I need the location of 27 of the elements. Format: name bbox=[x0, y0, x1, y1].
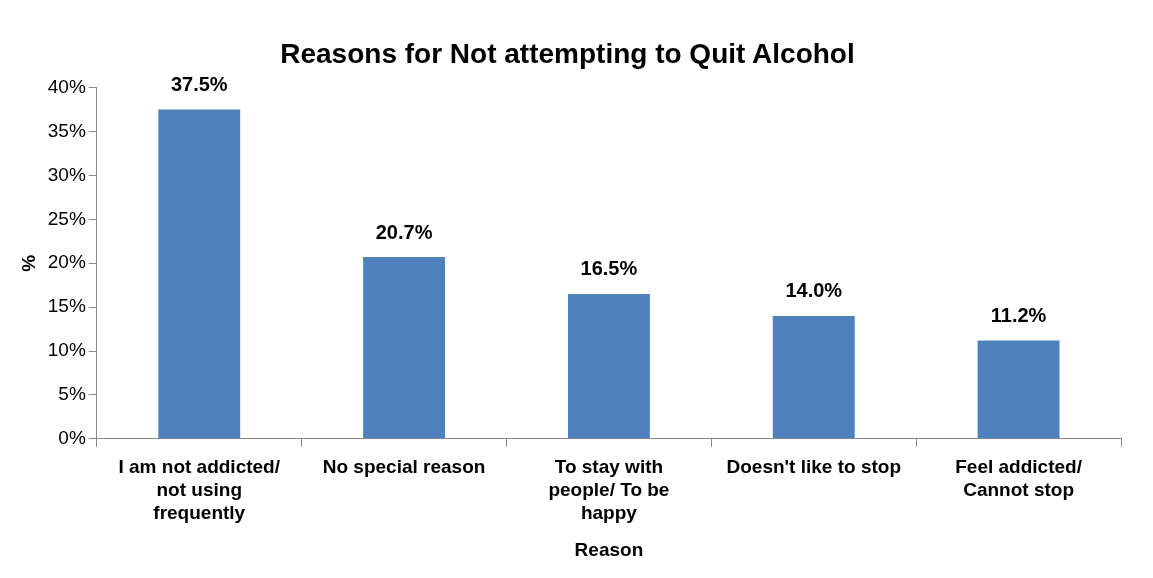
bar bbox=[363, 257, 446, 439]
y-tick-label: 5% bbox=[58, 383, 86, 405]
data-label: 14.0% bbox=[785, 279, 843, 302]
data-label: 20.7% bbox=[375, 220, 433, 243]
bar bbox=[772, 315, 855, 439]
y-tick-label: 10% bbox=[47, 339, 86, 361]
bar bbox=[158, 109, 241, 439]
x-tick-label: I am not addicted/ not using frequently bbox=[118, 456, 281, 524]
y-tick-label: 0% bbox=[58, 427, 86, 449]
y-tick-label: 25% bbox=[47, 207, 86, 229]
bar bbox=[977, 340, 1060, 439]
data-label: 11.2% bbox=[990, 303, 1047, 326]
y-tick-label: 15% bbox=[47, 295, 86, 317]
chart-title: Reasons for Not attempting to Quit Alcohol bbox=[280, 37, 855, 69]
y-tick-label: 20% bbox=[47, 251, 86, 273]
y-tick-label: 35% bbox=[47, 119, 86, 141]
y-tick-label: 30% bbox=[47, 163, 86, 185]
data-label: 16.5% bbox=[580, 257, 638, 280]
x-tick-label: To stay with people/ To be happy bbox=[548, 456, 670, 524]
data-label: 37.5% bbox=[170, 73, 228, 96]
y-axis-title: % bbox=[17, 254, 39, 272]
y-tick-label: 40% bbox=[47, 75, 86, 97]
x-axis-title: Reason bbox=[574, 538, 644, 560]
x-tick-label: Doesn't like to stop bbox=[726, 456, 901, 478]
x-tick-label: No special reason bbox=[322, 456, 486, 478]
bar bbox=[567, 293, 650, 439]
x-tick-label: Feel addicted/ Cannot stop bbox=[955, 456, 1083, 501]
